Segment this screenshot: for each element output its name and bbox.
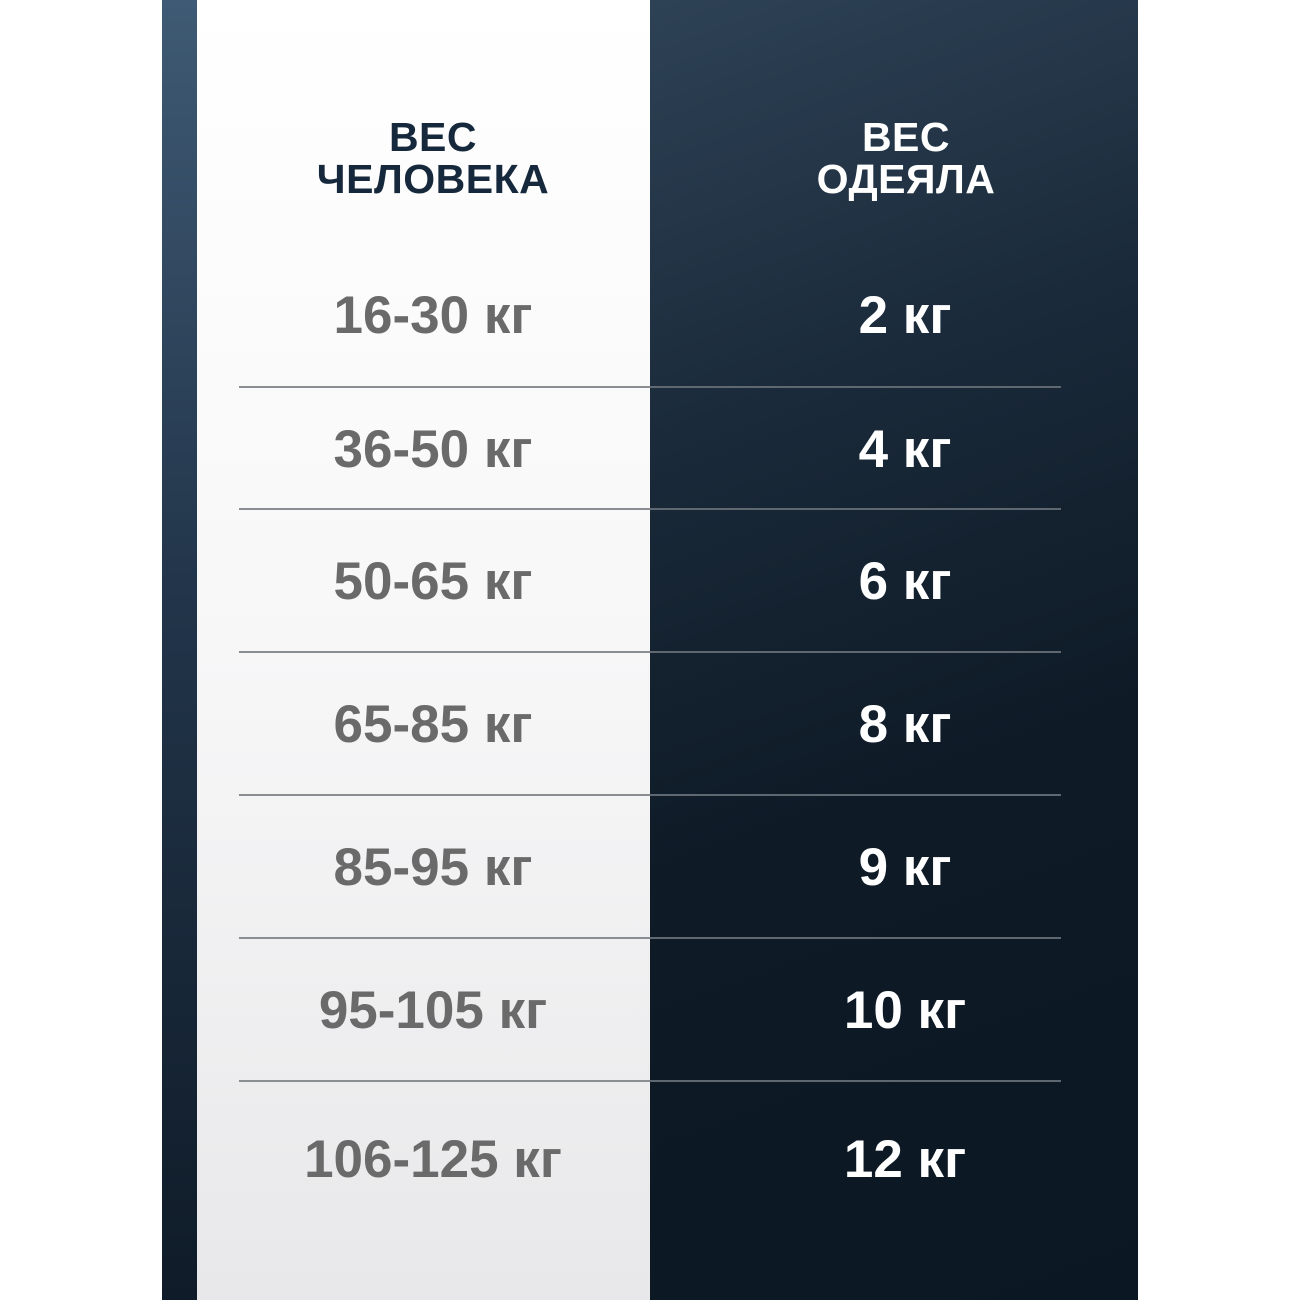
- header-line: ВЕС: [861, 114, 951, 160]
- header-person-weight: ВЕС ЧЕЛОВЕКА: [197, 116, 669, 200]
- header-line: ОДЕЯЛА: [816, 156, 996, 202]
- row-divider: [239, 937, 1061, 939]
- header-line: ЧЕЛОВЕКА: [316, 156, 550, 202]
- row-divider: [239, 651, 1061, 653]
- row-divider: [239, 386, 1061, 388]
- blanket-weight-cell: 8 кг: [858, 695, 952, 754]
- person-weight-cell: 65-85 кг: [333, 695, 533, 754]
- person-weight-cell: 50-65 кг: [333, 552, 533, 611]
- blanket-weight-cell: 12 кг: [843, 1130, 967, 1189]
- blanket-weight-cell: 9 кг: [858, 838, 952, 897]
- blanket-weight-cell: 2 кг: [858, 286, 952, 345]
- header-line: ВЕС: [388, 114, 478, 160]
- row-divider: [239, 1080, 1061, 1082]
- row-divider: [239, 508, 1061, 510]
- person-weight-cell: 16-30 кг: [333, 286, 533, 345]
- person-weight-cell: 85-95 кг: [333, 838, 533, 897]
- row-divider: [239, 794, 1061, 796]
- decorative-left-strip: [162, 0, 198, 1300]
- person-weight-cell: 36-50 кг: [333, 420, 533, 479]
- header-blanket-weight: ВЕС ОДЕЯЛА: [650, 116, 1162, 200]
- person-weight-column: [197, 0, 650, 1300]
- person-weight-cell: 106-125 кг: [304, 1130, 562, 1189]
- blanket-weight-cell: 6 кг: [858, 552, 952, 611]
- person-weight-cell: 95-105 кг: [318, 981, 548, 1040]
- blanket-weight-cell: 4 кг: [858, 420, 952, 479]
- blanket-weight-cell: 10 кг: [843, 981, 967, 1040]
- blanket-weight-column: [650, 0, 1138, 1300]
